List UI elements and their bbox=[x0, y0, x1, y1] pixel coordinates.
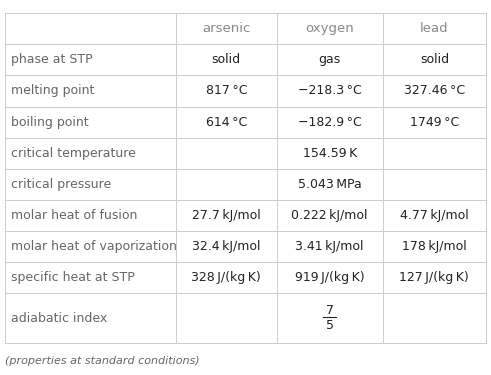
Text: 327.46 °C: 327.46 °C bbox=[404, 84, 465, 98]
Text: 1749 °C: 1749 °C bbox=[409, 116, 459, 129]
Text: 919 J/(kg K): 919 J/(kg K) bbox=[295, 271, 364, 284]
Text: −218.3 °C: −218.3 °C bbox=[298, 84, 361, 98]
Text: −182.9 °C: −182.9 °C bbox=[298, 116, 361, 129]
Text: 7: 7 bbox=[326, 304, 334, 317]
Text: 154.59 K: 154.59 K bbox=[302, 147, 357, 160]
Text: specific heat at STP: specific heat at STP bbox=[11, 271, 135, 284]
Text: oxygen: oxygen bbox=[305, 22, 354, 35]
Text: 4.77 kJ/mol: 4.77 kJ/mol bbox=[400, 209, 469, 222]
Text: critical temperature: critical temperature bbox=[11, 147, 136, 160]
Text: arsenic: arsenic bbox=[202, 22, 250, 35]
Text: 817 °C: 817 °C bbox=[206, 84, 247, 98]
Text: lead: lead bbox=[420, 22, 449, 35]
Text: phase at STP: phase at STP bbox=[11, 53, 93, 66]
Text: molar heat of vaporization: molar heat of vaporization bbox=[11, 240, 177, 253]
Text: 0.222 kJ/mol: 0.222 kJ/mol bbox=[292, 209, 368, 222]
Text: 178 kJ/mol: 178 kJ/mol bbox=[402, 240, 467, 253]
Text: (properties at standard conditions): (properties at standard conditions) bbox=[5, 356, 199, 366]
Text: 328 J/(kg K): 328 J/(kg K) bbox=[191, 271, 261, 284]
Text: 5.043 MPa: 5.043 MPa bbox=[298, 178, 361, 191]
Text: solid: solid bbox=[212, 53, 241, 66]
Text: critical pressure: critical pressure bbox=[11, 178, 111, 191]
Text: molar heat of fusion: molar heat of fusion bbox=[11, 209, 137, 222]
Text: melting point: melting point bbox=[11, 84, 95, 98]
Text: 32.4 kJ/mol: 32.4 kJ/mol bbox=[192, 240, 261, 253]
Text: gas: gas bbox=[319, 53, 341, 66]
Text: 5: 5 bbox=[326, 319, 334, 332]
Text: 3.41 kJ/mol: 3.41 kJ/mol bbox=[296, 240, 364, 253]
Text: solid: solid bbox=[420, 53, 449, 66]
Text: 27.7 kJ/mol: 27.7 kJ/mol bbox=[192, 209, 261, 222]
Text: 614 °C: 614 °C bbox=[206, 116, 247, 129]
Text: adiabatic index: adiabatic index bbox=[11, 312, 108, 325]
Text: boiling point: boiling point bbox=[11, 116, 89, 129]
Text: 127 J/(kg K): 127 J/(kg K) bbox=[400, 271, 469, 284]
